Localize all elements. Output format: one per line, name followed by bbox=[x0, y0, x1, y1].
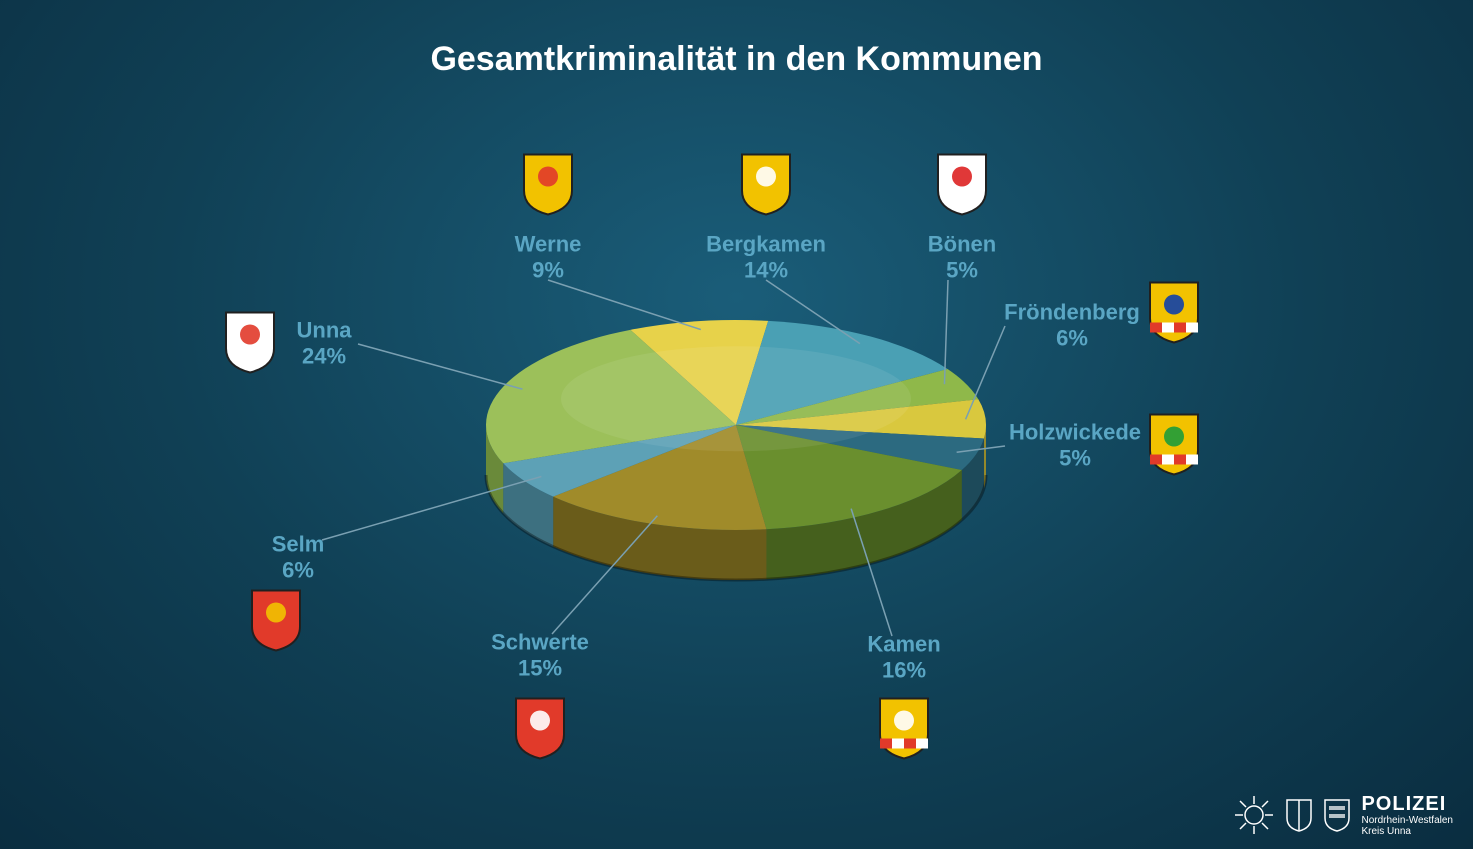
kreis-crest-icon bbox=[1323, 798, 1351, 832]
brand-line1: Nordrhein-Westfalen bbox=[1361, 815, 1453, 826]
brand-main: POLIZEI bbox=[1361, 793, 1453, 815]
pie-chart bbox=[0, 0, 1473, 849]
police-star-icon bbox=[1233, 794, 1275, 836]
brand-line2: Kreis Unna bbox=[1361, 826, 1453, 837]
brand-footer: POLIZEI Nordrhein-Westfalen Kreis Unna bbox=[1233, 793, 1453, 837]
nrw-crest-icon bbox=[1285, 798, 1313, 832]
